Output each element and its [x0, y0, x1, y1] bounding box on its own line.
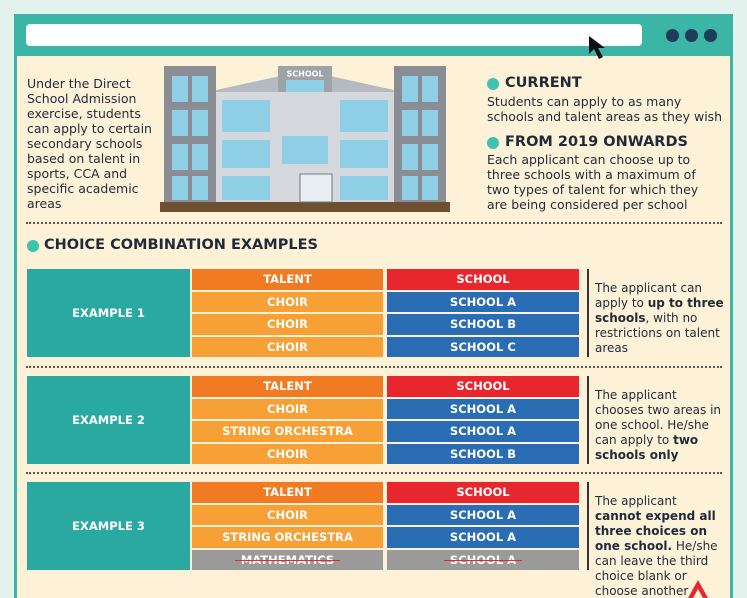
- school-cell: SCHOOL A: [387, 504, 579, 525]
- talent-cell: STRING ORCHESTRA: [192, 527, 383, 548]
- school-header: SCHOOL: [387, 376, 579, 397]
- talent-header: TALENT: [192, 376, 383, 397]
- talent-header: TALENT: [192, 269, 383, 290]
- intro-text: Under the Direct School Admission exerci…: [27, 76, 152, 211]
- example-description: The applicant can apply to up to three s…: [595, 281, 725, 356]
- separator: [26, 366, 722, 368]
- talent-cell: MATHEMATICS: [192, 549, 383, 570]
- school-cell: SCHOOL A: [387, 291, 579, 312]
- talent-cell: CHOIR: [192, 398, 383, 419]
- school-text: SCHOOL A: [449, 401, 517, 416]
- description-text: up to three schools: [595, 296, 724, 325]
- divider: [587, 269, 589, 357]
- example-label: EXAMPLE 1: [27, 269, 190, 357]
- talent-text: STRING ORCHESTRA: [222, 424, 353, 439]
- example-label: EXAMPLE 3: [27, 482, 190, 570]
- example-description: The applicant cannot expend all three ch…: [595, 494, 725, 598]
- talent-cell: CHOIR: [192, 504, 383, 525]
- school-text: SCHOOL A: [449, 294, 517, 309]
- current-text: Students can apply to as many schools an…: [487, 94, 723, 124]
- divider: [587, 482, 589, 570]
- description-text: The applicant chooses two areas in one s…: [595, 388, 722, 447]
- school-text: SCHOOL A: [449, 530, 517, 545]
- school-cell: SCHOOL A: [387, 549, 579, 570]
- from-2019-text: Each applicant can choose up to three sc…: [487, 152, 699, 212]
- bullet: [27, 240, 39, 252]
- talent-header: TALENT: [192, 482, 383, 503]
- talent-cell: CHOIR: [192, 336, 383, 357]
- talent-cell: STRING ORCHESTRA: [192, 421, 383, 442]
- talent-text: CHOIR: [267, 339, 308, 354]
- talent-text: CHOIR: [267, 446, 308, 461]
- divider: [587, 376, 589, 464]
- school-cell: SCHOOL B: [387, 314, 579, 335]
- separator: [26, 472, 722, 474]
- talent-cell: CHOIR: [192, 291, 383, 312]
- description-text: He/she can leave the third choice blank …: [595, 539, 718, 598]
- separator: [26, 222, 722, 224]
- school-cell: SCHOOL A: [387, 398, 579, 419]
- talent-text: CHOIR: [267, 317, 308, 332]
- school-text: SCHOOL A: [449, 424, 517, 439]
- school-header: SCHOOL: [387, 269, 579, 290]
- current-heading: CURRENT: [505, 75, 582, 91]
- talent-text: CHOIR: [267, 401, 308, 416]
- talent-text: CHOIR: [267, 294, 308, 309]
- school-text: SCHOOL C: [450, 339, 516, 354]
- window-dot: [685, 29, 698, 42]
- talent-cell: CHOIR: [192, 443, 383, 464]
- talent-cell: CHOIR: [192, 314, 383, 335]
- logo: [688, 580, 708, 598]
- section-title: CHOICE COMBINATION EXAMPLES: [44, 237, 318, 253]
- bullet: [487, 137, 499, 149]
- school-cell: SCHOOL A: [387, 421, 579, 442]
- talent-text: MATHEMATICS: [234, 552, 341, 567]
- window-dot: [704, 29, 717, 42]
- school-header: SCHOOL: [387, 482, 579, 503]
- talent-text: CHOIR: [267, 507, 308, 522]
- description-text: two schools only: [595, 433, 699, 462]
- address-bar[interactable]: [26, 24, 642, 46]
- description-text: , with no restrictions on talent areas: [595, 311, 720, 355]
- school-text: SCHOOL A: [449, 507, 517, 522]
- school-text: SCHOOL B: [450, 446, 516, 461]
- description-text: The applicant: [595, 494, 677, 508]
- description-text: cannot expend all three choices on one s…: [595, 509, 716, 553]
- building-sign: SCHOOL: [286, 70, 323, 79]
- school-cell: SCHOOL C: [387, 336, 579, 357]
- school-text: SCHOOL B: [450, 317, 516, 332]
- example-description: The applicant chooses two areas in one s…: [595, 388, 725, 463]
- example-label: EXAMPLE 2: [27, 376, 190, 464]
- school-text: SCHOOL A: [443, 552, 523, 567]
- school-building: SCHOOL: [160, 66, 450, 212]
- window-dot: [666, 29, 679, 42]
- bullet: [487, 78, 499, 90]
- description-text: The applicant can apply to: [595, 281, 703, 310]
- talent-text: STRING ORCHESTRA: [222, 530, 353, 545]
- school-cell: SCHOOL B: [387, 443, 579, 464]
- cursor: [589, 36, 605, 59]
- school-cell: SCHOOL A: [387, 527, 579, 548]
- from-2019-heading: FROM 2019 ONWARDS: [505, 134, 688, 150]
